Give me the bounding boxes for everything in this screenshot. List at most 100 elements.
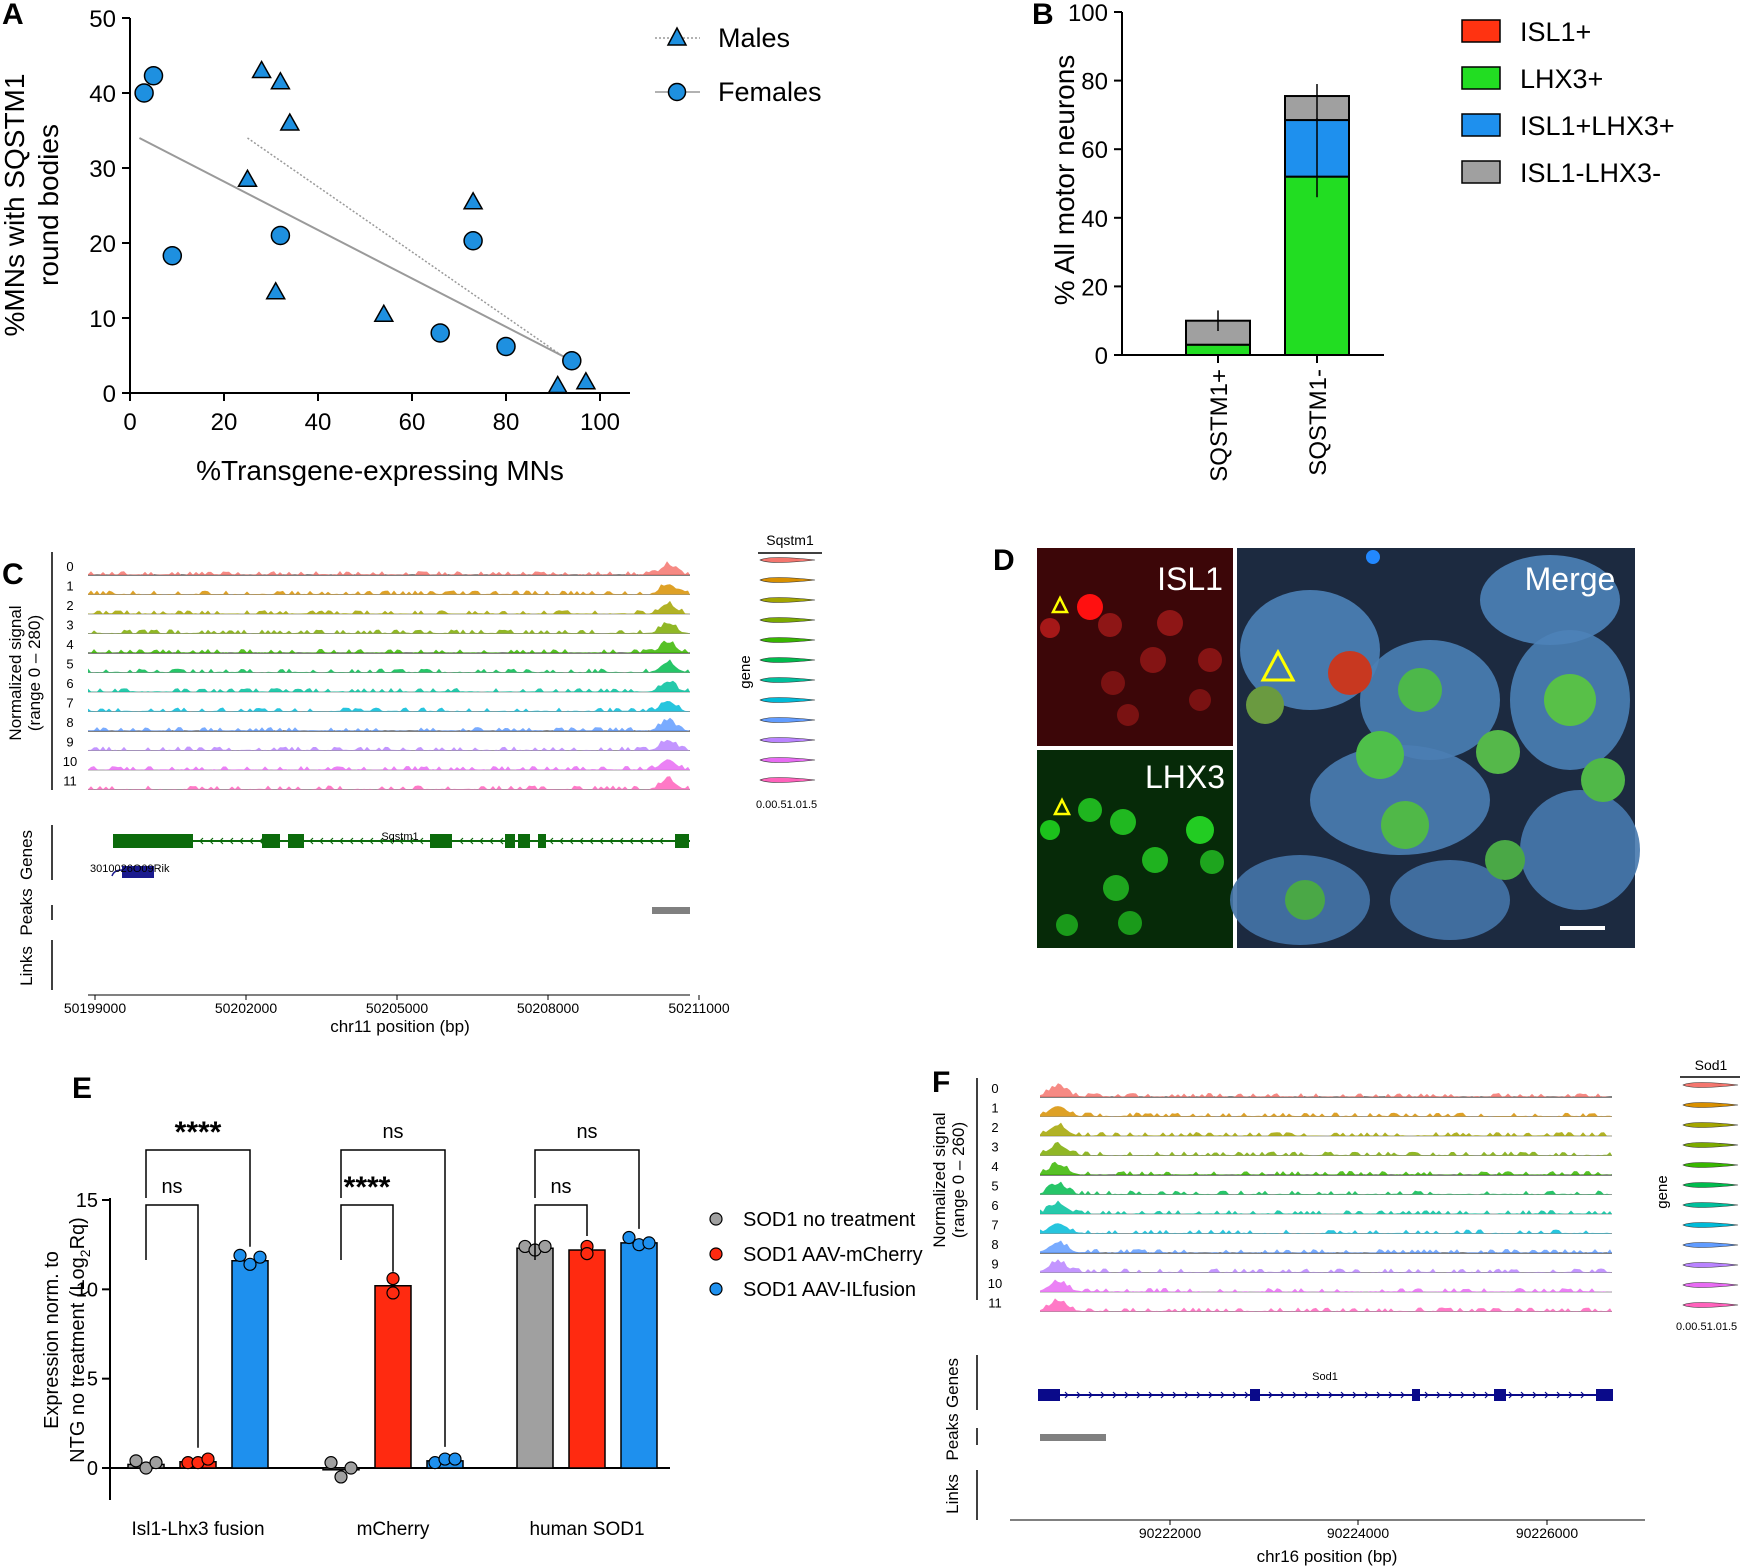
panel-a-x-tick-label: 0: [123, 409, 136, 436]
strand-arrow: [1208, 1391, 1213, 1399]
strand-arrow: [239, 837, 244, 845]
panel-c-x-tick-label: 50205000: [366, 1000, 429, 1016]
strand-arrow: [1088, 1391, 1093, 1399]
panel-a-female-point: [143, 66, 164, 86]
panel-e-legend-marker: [709, 1282, 723, 1296]
panel-e-sig-label: ns: [550, 1176, 571, 1198]
panel-d: D ISL1 LH: [993, 544, 1640, 948]
strand-arrow: [1472, 1391, 1477, 1399]
strand-arrow: [619, 837, 624, 845]
panel-b-x-tick-label: SQSTM1-: [1305, 369, 1332, 476]
strand-arrow: [339, 837, 344, 845]
strand-arrow: [1148, 1391, 1153, 1399]
strand-arrow: [319, 837, 324, 845]
strand-arrow: [549, 837, 554, 845]
violin: [759, 697, 816, 703]
panel-c-x-tick-label: 50199000: [64, 1000, 127, 1016]
panel-d-merge-label: Merge: [1525, 561, 1616, 597]
strand-arrow: [1124, 1391, 1129, 1399]
panel-f-genes-label: Genes: [943, 1358, 962, 1408]
strand-arrow: [369, 837, 374, 845]
panel-f-peak: [1040, 1434, 1106, 1441]
strand-arrow: [489, 837, 494, 845]
panel-e: E 0 5 10 15 Isl1-Lhx3 fusion mCherry human SO…: [41, 1072, 923, 1540]
panel-e-bar: [231, 1259, 269, 1469]
panel-e-point: [622, 1230, 636, 1245]
panel-e-point: [233, 1248, 247, 1262]
panel-c-violin-axis-label: gene: [737, 655, 754, 688]
panel-e-point: [580, 1246, 594, 1261]
panel-a-x-tick-label: 60: [399, 409, 426, 436]
panel-e-point: [201, 1452, 215, 1466]
panel-b-legend-label: ISL1-LHX3-: [1520, 158, 1661, 188]
panel-a-y-label-1: %MNs with SQSTM1: [0, 74, 30, 337]
strand-arrow: [609, 837, 614, 845]
panel-f-y-label-1: Normalized signal: [930, 1112, 949, 1247]
coverage-track: [88, 759, 690, 770]
track-label: 5: [991, 1179, 998, 1194]
panel-c-violin-ticks: 0.00.51.01.5: [756, 799, 817, 811]
panel-b-legend-label: ISL1+: [1520, 17, 1591, 47]
violin: [1682, 1282, 1739, 1288]
strand-arrow: [1400, 1391, 1405, 1399]
panel-b-y-tick-label: 0: [1095, 343, 1108, 370]
strand-arrow: [229, 837, 234, 845]
panel-e-sig-label: ****: [344, 1171, 391, 1204]
panel-e-bar: [374, 1285, 412, 1469]
panel-e-point: [243, 1257, 257, 1271]
track-label: 6: [991, 1198, 998, 1213]
panel-a-male-point: [547, 374, 568, 394]
panel-c-gene-model: Sqstm1 3010026O09Rik: [90, 831, 690, 914]
track-label: 11: [63, 774, 77, 789]
panel-a-label: A: [2, 0, 24, 31]
panel-e-point: [448, 1452, 462, 1466]
track-label: 7: [66, 696, 73, 711]
strand-arrow: [329, 837, 334, 845]
panel-a-y-tick-label: 10: [89, 306, 116, 333]
strand-arrow: [569, 837, 574, 845]
coverage-track: [1040, 1259, 1612, 1273]
panel-e-point: [538, 1239, 552, 1254]
strand-arrow: [1544, 1391, 1549, 1399]
track-label: 7: [991, 1218, 998, 1233]
strand-arrow: [259, 837, 264, 845]
panel-f-x-tick-label: 90224000: [1327, 1525, 1390, 1541]
panel-e-bar: [516, 1247, 554, 1469]
panel-b-legend-label: LHX3+: [1520, 64, 1603, 94]
violin: [759, 737, 816, 743]
panel-a-male-point: [575, 371, 597, 390]
strand-arrow: [1328, 1391, 1333, 1399]
panel-e-sig-label: ns: [382, 1121, 403, 1143]
panel-e-sig-bracket: [340, 1149, 446, 1447]
panel-e-y-tick-label: 10: [76, 1279, 98, 1301]
panel-e-point: [253, 1250, 267, 1264]
violin: [759, 577, 816, 583]
panel-f-x-label: chr16 position (bp): [1257, 1547, 1398, 1566]
panel-e-legend-label: SOD1 no treatment: [743, 1209, 916, 1231]
panel-f-label: F: [932, 1066, 950, 1099]
strand-arrow: [579, 837, 584, 845]
panel-e-sig-label: ns: [161, 1176, 182, 1198]
panel-e-x-label: Isl1-Lhx3 fusion: [131, 1519, 264, 1540]
coverage-track: [1040, 1083, 1612, 1097]
strand-arrow: [659, 837, 664, 845]
panel-a-x-tick-label: 40: [305, 409, 332, 436]
track-label: 10: [63, 754, 77, 769]
panel-e-sig-bracket: [534, 1204, 588, 1260]
panel-a-female-point: [463, 231, 483, 251]
panel-f-violin-title: Sod1: [1695, 1057, 1728, 1073]
strand-arrow: [1304, 1391, 1309, 1399]
strand-arrow: [1316, 1391, 1321, 1399]
track-label: 10: [988, 1276, 1002, 1291]
panel-d-lhx3-label: LHX3: [1145, 759, 1225, 795]
coverage-track: [88, 600, 690, 614]
panel-f-x-tick-label: 90222000: [1139, 1525, 1202, 1541]
panel-e-y-tick-label: 15: [76, 1190, 98, 1212]
panel-c-x-label: chr11 position (bp): [330, 1017, 470, 1036]
coverage-track: [1040, 1200, 1612, 1214]
strand-arrow: [1100, 1391, 1105, 1399]
strand-arrow: [1556, 1391, 1561, 1399]
strand-arrow: [1580, 1391, 1585, 1399]
strand-arrow: [1268, 1391, 1273, 1399]
track-label: 3: [991, 1140, 998, 1155]
